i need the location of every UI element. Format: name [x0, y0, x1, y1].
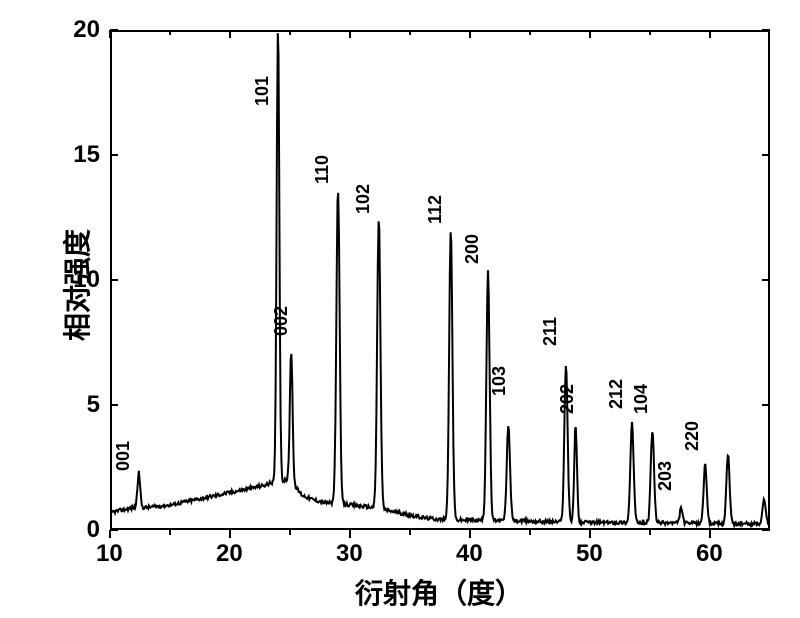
y-tick-mark — [110, 404, 118, 406]
x-tick-mark — [469, 530, 471, 538]
x-tick-mark — [229, 30, 231, 38]
x-tick-mark — [349, 30, 351, 38]
y-tick-mark — [762, 404, 770, 406]
x-minor-tick — [289, 30, 291, 35]
x-tick-label: 30 — [336, 540, 363, 568]
x-minor-tick — [529, 530, 531, 535]
x-tick-mark — [589, 530, 591, 538]
y-tick-mark — [762, 154, 770, 156]
peak-label: 202 — [557, 383, 578, 413]
x-minor-tick — [529, 30, 531, 35]
x-tick-mark — [109, 530, 111, 538]
y-tick-label: 5 — [87, 391, 100, 419]
peak-label: 112 — [425, 194, 446, 223]
y-tick-label: 20 — [73, 16, 100, 44]
peak-label: 211 — [540, 317, 561, 346]
x-tick-mark — [709, 30, 711, 38]
peak-label: 203 — [655, 461, 676, 491]
x-minor-tick — [409, 530, 411, 535]
xrd-chart: 相对强度 衍射角（度） 10203040506005101520 0011010… — [0, 0, 800, 618]
spectrum-line — [0, 0, 800, 618]
y-tick-mark — [110, 529, 118, 531]
peak-label: 103 — [489, 366, 510, 396]
y-tick-mark — [762, 29, 770, 31]
y-tick-mark — [110, 154, 118, 156]
peak-label: 102 — [353, 183, 374, 213]
x-minor-tick — [649, 30, 651, 35]
y-tick-mark — [110, 29, 118, 31]
x-tick-mark — [709, 530, 711, 538]
y-tick-label: 15 — [73, 141, 100, 169]
peak-label: 110 — [312, 154, 333, 183]
peak-label: 220 — [682, 421, 703, 451]
x-tick-label: 10 — [96, 540, 123, 568]
x-tick-label: 50 — [576, 540, 603, 568]
y-tick-mark — [762, 279, 770, 281]
x-tick-mark — [469, 30, 471, 38]
peak-label: 101 — [252, 76, 273, 106]
x-tick-label: 40 — [456, 540, 483, 568]
peak-label: 212 — [606, 378, 627, 408]
x-tick-label: 20 — [216, 540, 243, 568]
y-tick-label: 10 — [73, 266, 100, 294]
x-tick-mark — [589, 30, 591, 38]
peak-label: 001 — [113, 441, 134, 471]
x-minor-tick — [169, 530, 171, 535]
x-tick-mark — [229, 530, 231, 538]
y-tick-mark — [110, 279, 118, 281]
x-minor-tick — [409, 30, 411, 35]
x-tick-mark — [109, 30, 111, 38]
x-minor-tick — [169, 30, 171, 35]
peak-label: 002 — [271, 306, 292, 336]
x-tick-mark — [349, 530, 351, 538]
peak-label: 200 — [462, 233, 483, 263]
y-tick-label: 0 — [87, 516, 100, 544]
x-tick-label: 60 — [696, 540, 723, 568]
x-minor-tick — [289, 530, 291, 535]
peak-label: 104 — [631, 383, 652, 413]
x-minor-tick — [649, 530, 651, 535]
x-axis-label: 衍射角（度） — [355, 572, 523, 612]
y-tick-mark — [762, 529, 770, 531]
